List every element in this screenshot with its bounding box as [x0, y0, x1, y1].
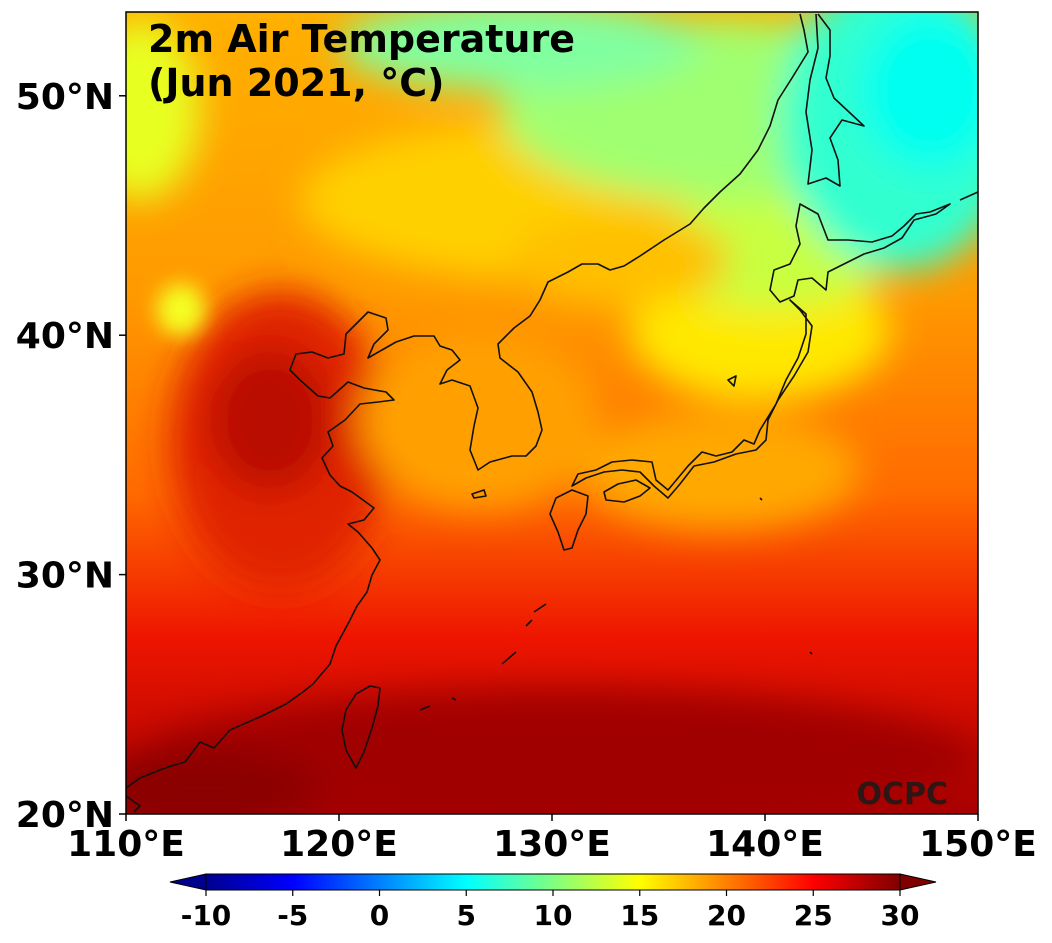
coastline-jeju [471, 489, 487, 499]
coastline-asia-mainland [126, 13, 809, 789]
map-title-line2: (Jun 2021, °C) [148, 61, 445, 105]
coastline-kyushu [549, 489, 589, 551]
colorbar-tick-label: -5 [277, 899, 308, 932]
colorbar-extend-max [899, 873, 937, 891]
colorbar-tick-label: 30 [881, 899, 920, 932]
y-axis: 20°N 30°N 40°N 50°N [16, 77, 126, 836]
x-tick-label: 150°E [919, 824, 1037, 865]
x-tick-label: 120°E [280, 824, 398, 865]
coastline-ryukyu [419, 603, 547, 711]
y-tick-label: 20°N [16, 795, 114, 836]
coastline-honshu [571, 299, 813, 499]
watermark-ocpc: OCPC [856, 777, 948, 812]
temperature-field [126, 12, 978, 814]
y-tick-label: 30°N [16, 556, 114, 597]
x-tick-label: 140°E [706, 824, 824, 865]
coastlines [126, 13, 978, 813]
colorbar: -10 -5 0 5 10 15 20 25 30 [169, 873, 937, 932]
coastline-shikoku [603, 479, 651, 503]
coastline-hokkaido [769, 203, 951, 303]
colorbar-tick-label: 0 [370, 899, 389, 932]
coastline-taiwan [341, 685, 381, 769]
coastline-kurils [959, 191, 978, 201]
colorbar-tick-label: 15 [620, 899, 659, 932]
colorbar-tick-label: 5 [457, 899, 476, 932]
colorbar-tick-label: -10 [181, 899, 232, 932]
colorbar-bar [205, 873, 901, 891]
colorbar-extend-min [169, 873, 207, 891]
colorbar-tick-label: 20 [707, 899, 746, 932]
x-axis: 110°E 120°E 130°E 140°E 150°E [67, 814, 1037, 865]
coastline-sakhalin [805, 13, 865, 187]
x-tick-label: 130°E [493, 824, 611, 865]
colorbar-tick-label: 25 [794, 899, 833, 932]
coastline-sado [727, 375, 737, 387]
colorbar-tick-label: 10 [534, 899, 573, 932]
coastline-izu [759, 497, 813, 655]
coastline-hainan-edge [126, 795, 141, 813]
map-title-line1: 2m Air Temperature [148, 17, 575, 61]
colorbar-ticks: -10 -5 0 5 10 15 20 25 30 [181, 890, 920, 932]
x-tick-label: 110°E [67, 824, 185, 865]
y-tick-label: 50°N [16, 77, 114, 118]
y-tick-label: 40°N [16, 316, 114, 357]
